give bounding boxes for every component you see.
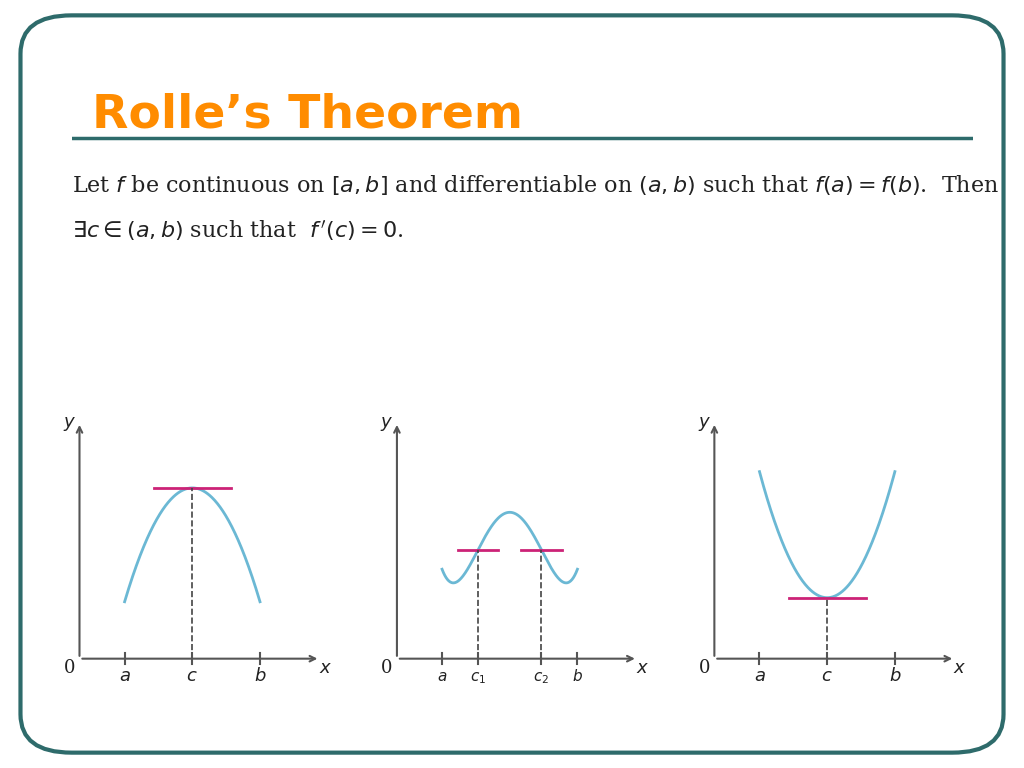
Text: $x$: $x$ <box>636 659 649 677</box>
Text: $b$: $b$ <box>889 667 901 686</box>
Text: $x$: $x$ <box>318 659 332 677</box>
Text: 0: 0 <box>381 659 393 677</box>
Text: $a$: $a$ <box>119 667 130 686</box>
Text: $c$: $c$ <box>821 667 833 686</box>
Text: $b$: $b$ <box>572 668 583 684</box>
Text: $y$: $y$ <box>380 415 393 433</box>
Text: $a$: $a$ <box>437 670 447 684</box>
Text: $\exists c \in (a,b)$ such that  $f\,'(c) = 0$.: $\exists c \in (a,b)$ such that $f\,'(c)… <box>72 219 403 243</box>
Text: $x$: $x$ <box>953 659 967 677</box>
Text: $b$: $b$ <box>254 667 266 686</box>
Text: Let $f$ be continuous on $[a,b]$ and differentiable on $(a,b)$ such that $f(a) =: Let $f$ be continuous on $[a,b]$ and dif… <box>72 173 998 197</box>
Text: $c_1$: $c_1$ <box>470 670 486 686</box>
Text: $a$: $a$ <box>754 667 765 686</box>
Text: $y$: $y$ <box>62 415 76 433</box>
Text: Rolle’s Theorem: Rolle’s Theorem <box>92 92 523 137</box>
Text: 0: 0 <box>63 659 76 677</box>
Text: $c_2$: $c_2$ <box>534 670 549 686</box>
Text: $y$: $y$ <box>697 415 711 433</box>
Text: 0: 0 <box>698 659 711 677</box>
Text: $c$: $c$ <box>186 667 198 686</box>
